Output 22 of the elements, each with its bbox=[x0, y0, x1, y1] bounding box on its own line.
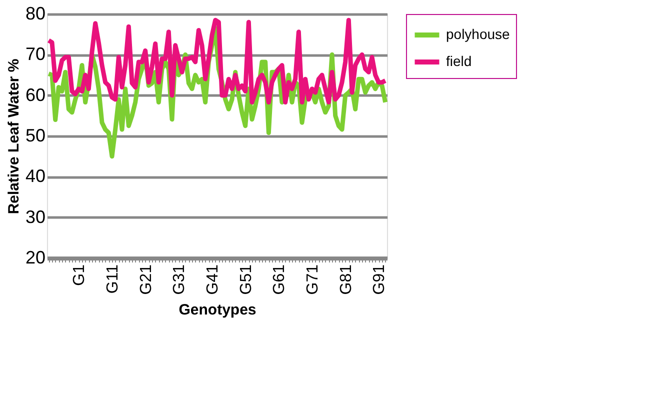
legend-label: polyhouse bbox=[446, 26, 510, 42]
y-tick-label: 30 bbox=[25, 206, 46, 227]
x-tick-label: G41 bbox=[204, 264, 222, 295]
x-tick-label: G51 bbox=[238, 264, 255, 295]
y-tick-label: 60 bbox=[25, 84, 46, 105]
x-tick-label: G81 bbox=[338, 264, 355, 295]
x-tick-label: G11 bbox=[104, 264, 122, 294]
y-tick-label: 70 bbox=[25, 44, 46, 64]
y-tick-label: 40 bbox=[25, 166, 46, 186]
x-tick-label: G61 bbox=[271, 264, 288, 295]
legend-label: field bbox=[446, 53, 472, 69]
x-tick-label: G31 bbox=[171, 264, 188, 295]
line-series bbox=[46, 18, 388, 104]
x-axis-title: Genotypes bbox=[178, 302, 256, 319]
y-tick-label: 20 bbox=[25, 248, 46, 268]
y-tick-label: 50 bbox=[25, 126, 46, 146]
y-tick-label: 80 bbox=[25, 4, 46, 24]
y-axis-title: Relative Leaf Water % bbox=[5, 58, 22, 214]
x-tick-label: G1 bbox=[71, 264, 88, 286]
x-tick-label: G21 bbox=[138, 264, 155, 295]
x-tick-label: G91 bbox=[371, 264, 388, 295]
x-tick-label: G71 bbox=[304, 264, 322, 295]
